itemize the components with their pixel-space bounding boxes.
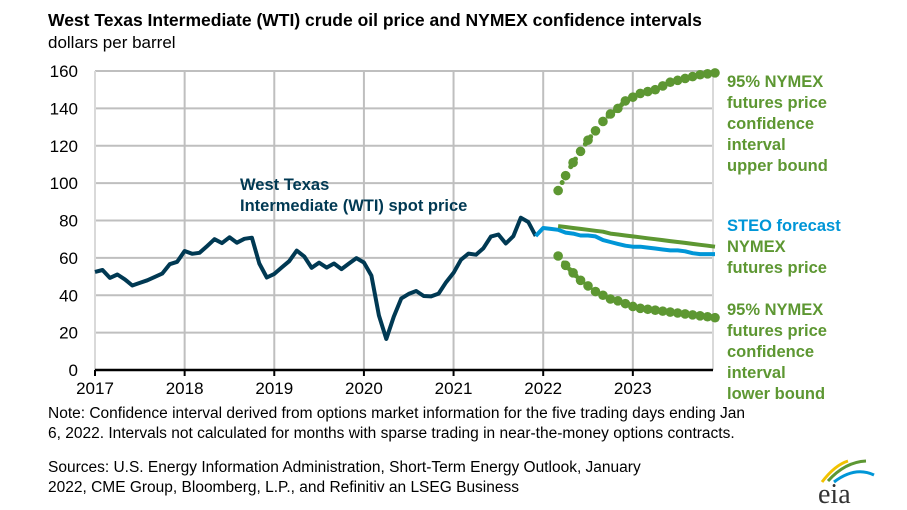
upper-bound-label: 95% NYMEX futures price confidence inter… [727,72,828,177]
label-line: confidence [727,343,815,361]
axes: 0 20 40 60 80 100 120 140 160 2017 2018 2019 2020 202… [50,62,713,398]
x-tick-label: 2020 [345,379,383,398]
data-point [560,170,571,181]
data-point [553,185,563,196]
wti-label-line: West Texas [240,176,330,194]
data-point [702,311,713,322]
data-point [583,281,593,291]
steo-label: STEO forecast [727,217,841,235]
y-tick-label: 40 [59,286,78,305]
x-tick-label: 2019 [255,379,293,398]
data-point [710,68,720,78]
label-line: interval [727,136,786,154]
logo-text: eia [818,479,851,510]
label-line: upper bound [727,157,828,175]
x-tick-label: 2017 [76,379,114,398]
data-point [560,260,571,271]
data-point [575,275,586,286]
data-point [590,286,601,297]
data-point [657,306,668,316]
label-line: lower bound [727,385,826,403]
y-tick-label: 160 [50,62,78,81]
sources-line: 2022, CME Group, Bloomberg, L.P., and Re… [48,479,519,496]
x-tick-label: 2023 [614,379,652,398]
data-point [575,146,586,157]
x-tick-label: 2022 [524,379,562,398]
sources-line: Sources: U.S. Energy Information Adminis… [48,459,641,476]
x-tick-label: 2021 [435,379,473,398]
data-point [687,310,698,320]
chart-note: Note: Confidence interval derived from o… [48,404,745,444]
data-point [635,303,646,314]
chart-subtitle: dollars per barrel [48,33,176,52]
y-tick-label: 100 [50,174,78,193]
data-point [687,71,698,82]
steo-forecast-line [534,226,715,257]
data-point [598,116,608,127]
data-point [590,126,601,136]
data-point [583,135,593,145]
lower-bound-label: 95% NYMEX futures price confidence inter… [727,300,827,405]
data-point [613,103,623,114]
label-line: 95% NYMEX [727,301,824,319]
data-point [680,73,690,84]
label-line: futures price [727,94,827,112]
note-line: Note: Confidence interval derived from o… [48,405,746,422]
data-point [605,109,616,119]
data-point [598,290,608,301]
data-point [680,309,690,319]
data-point [620,96,631,106]
eia-logo: eia [818,459,875,510]
data-point [710,312,720,323]
data-point [657,81,668,91]
data-point [650,305,661,316]
label-line: futures price [727,322,827,340]
data-point [605,294,616,304]
data-point [665,307,675,317]
y-tick-label: 60 [59,249,78,268]
data-point [702,69,713,79]
data-point [665,77,675,88]
data-point [642,304,653,315]
data-point [672,308,683,318]
y-tick-label: 140 [50,99,78,118]
x-tick-label: 2018 [166,379,204,398]
data-point [642,86,653,97]
wti-label-line: Intermediate (WTI) spot price [240,197,468,215]
nymex-label: futures price [727,259,827,277]
data-point [568,157,578,168]
nymex-futures-line [557,224,716,249]
data-point [568,268,578,278]
wti-label: West Texas Intermediate (WTI) spot price [240,175,467,217]
data-point [553,251,563,261]
label-line: 95% NYMEX [727,73,824,91]
y-tick-label: 120 [50,137,78,156]
chart-sources: Sources: U.S. Energy Information Adminis… [48,458,641,498]
label-line: confidence [727,115,815,133]
label-line: interval [727,364,786,382]
nymex-label: NYMEX [727,238,786,256]
y-tick-label: 20 [59,324,78,343]
data-point [613,296,623,306]
chart-title: West Texas Intermediate (WTI) crude oil … [48,10,702,30]
data-point [635,88,646,99]
data-point [672,75,683,86]
y-tick-label: 80 [59,212,78,231]
grid [94,70,714,370]
data-point [620,298,631,309]
forecast-label: STEO forecast NYMEX futures price [727,216,841,279]
wti-spot-price-line [94,215,538,341]
series-layer [94,68,720,341]
y-tick-label: 0 [69,361,78,380]
data-point [628,92,638,102]
note-line: 6, 2022. Intervals not calculated for mo… [48,425,735,442]
data-point [695,311,705,321]
data-point [650,84,661,95]
data-point [695,69,705,80]
data-point [628,301,638,312]
